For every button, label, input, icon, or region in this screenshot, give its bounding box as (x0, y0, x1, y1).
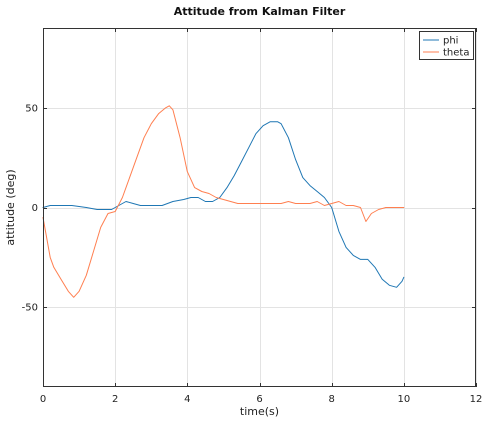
x-tick-label: 2 (112, 394, 118, 405)
y-tick-label: 0 (32, 203, 38, 214)
series-line-theta (42, 105, 405, 298)
x-tick-label: 6 (256, 394, 262, 405)
x-tick-label: 12 (470, 394, 483, 405)
legend-label-phi: phi (443, 36, 458, 47)
plot-border (43, 28, 476, 387)
ticks: 0 2 4 6 8 10 12 -50 0 50 (22, 28, 483, 405)
plot-area (43, 28, 476, 387)
y-axis-label: attitude (deg) (4, 169, 17, 245)
series-layer (42, 105, 405, 298)
y-tick-label: 50 (25, 103, 38, 114)
series-line-phi (42, 121, 405, 288)
x-tick-label: 4 (184, 394, 190, 405)
x-axis-label: time(s) (240, 405, 279, 418)
x-tick-label: 8 (328, 394, 334, 405)
x-tick-label: 0 (40, 394, 46, 405)
legend-label-theta: theta (443, 48, 469, 59)
legend-box (419, 31, 474, 60)
chart-title: Attitude from Kalman Filter (174, 5, 346, 18)
x-tick-label: 10 (397, 394, 410, 405)
y-tick-label: -50 (22, 303, 38, 314)
